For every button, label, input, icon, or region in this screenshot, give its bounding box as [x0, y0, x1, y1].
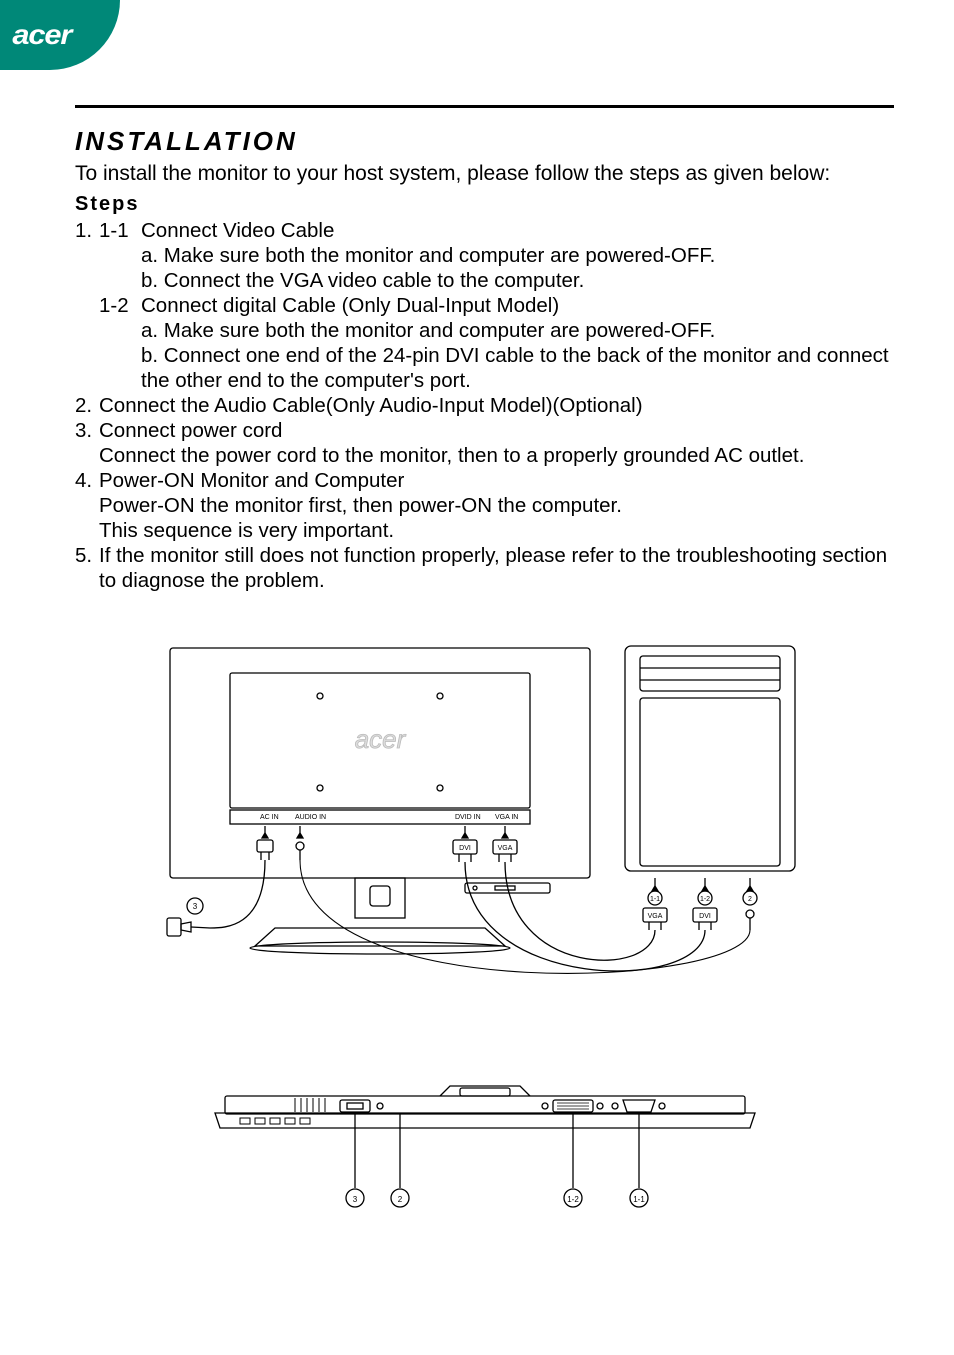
- substep-number: 1-2: [99, 293, 141, 393]
- step-line: Power-ON the monitor first, then power-O…: [99, 493, 894, 518]
- plug-label-dvi-pc: DVI: [699, 913, 711, 920]
- substep-line: b. Connect the VGA video cable to the co…: [141, 268, 894, 293]
- port-label-vga: VGA IN: [495, 814, 518, 821]
- step-1-2: 1-2 Connect digital Cable (Only Dual-Inp…: [99, 293, 894, 393]
- step-2: 2. Connect the Audio Cable(Only Audio-In…: [75, 393, 894, 418]
- port-label-audio: AUDIO IN: [295, 814, 326, 821]
- step-line: This sequence is very important.: [99, 518, 894, 543]
- plug-label-vga-pc: VGA: [647, 913, 662, 920]
- bottom-callout-3: 3: [352, 1195, 357, 1204]
- step-text: Connect the power cord to the monitor, t…: [99, 443, 894, 468]
- step-4: 4. Power-ON Monitor and Computer Power-O…: [75, 468, 894, 543]
- step-text: If the monitor still does not function p…: [99, 543, 894, 593]
- step-3: 3. Connect power cord Connect the power …: [75, 418, 894, 468]
- plug-label-vga: VGA: [497, 845, 512, 852]
- substep-line: b. Connect one end of the 24-pin DVI cab…: [141, 343, 894, 393]
- top-rule: [75, 105, 894, 108]
- step-number: 1.: [75, 218, 99, 393]
- substep-line: a. Make sure both the monitor and comput…: [141, 318, 894, 343]
- bottom-callout-2: 2: [397, 1195, 402, 1204]
- brand-corner: acer: [0, 0, 120, 70]
- diagrams: acer AC IN AUDIO IN DVID IN VGA IN: [75, 628, 894, 1228]
- intro-text: To install the monitor to your host syst…: [75, 161, 894, 187]
- step-title: Connect power cord: [99, 418, 894, 443]
- callout-1-2: 1-2: [699, 896, 709, 903]
- substep-number: 1-1: [99, 218, 141, 293]
- step-number: 5.: [75, 543, 99, 593]
- bottom-callout-1-2: 1-2: [567, 1195, 579, 1204]
- port-label-dvi: DVID IN: [455, 814, 481, 821]
- step-number: 3.: [75, 418, 99, 468]
- steps-list: 1. 1-1 Connect Video Cable a. Make sure …: [75, 218, 894, 593]
- step-title: Power-ON Monitor and Computer: [99, 468, 894, 493]
- svg-text:acer: acer: [354, 724, 406, 754]
- callout-1-1: 1-1: [649, 896, 659, 903]
- steps-heading: Steps: [75, 193, 894, 216]
- callout-3: 3: [192, 902, 197, 911]
- step-number: 4.: [75, 468, 99, 543]
- step-5: 5. If the monitor still does not functio…: [75, 543, 894, 593]
- bottom-callout-1-1: 1-1: [633, 1195, 645, 1204]
- bottom-view-diagram: 3 2 1-2 1-1: [205, 1058, 765, 1228]
- connection-diagram: acer AC IN AUDIO IN DVID IN VGA IN: [165, 628, 805, 998]
- plug-label-dvi: DVI: [459, 845, 471, 852]
- step-1-1: 1-1 Connect Video Cable a. Make sure bot…: [99, 218, 894, 293]
- substep-line: a. Make sure both the monitor and comput…: [141, 243, 894, 268]
- port-label-ac: AC IN: [260, 814, 279, 821]
- brand-logo: acer: [12, 19, 71, 51]
- substep-title: Connect digital Cable (Only Dual-Input M…: [141, 293, 894, 318]
- step-1: 1. 1-1 Connect Video Cable a. Make sure …: [75, 218, 894, 393]
- callout-2: 2: [748, 896, 752, 903]
- step-number: 2.: [75, 393, 99, 418]
- page-title: INSTALLATION: [75, 126, 894, 157]
- step-text: Connect the Audio Cable(Only Audio-Input…: [99, 393, 894, 418]
- substep-title: Connect Video Cable: [141, 218, 894, 243]
- page-content: INSTALLATION To install the monitor to y…: [75, 105, 894, 1228]
